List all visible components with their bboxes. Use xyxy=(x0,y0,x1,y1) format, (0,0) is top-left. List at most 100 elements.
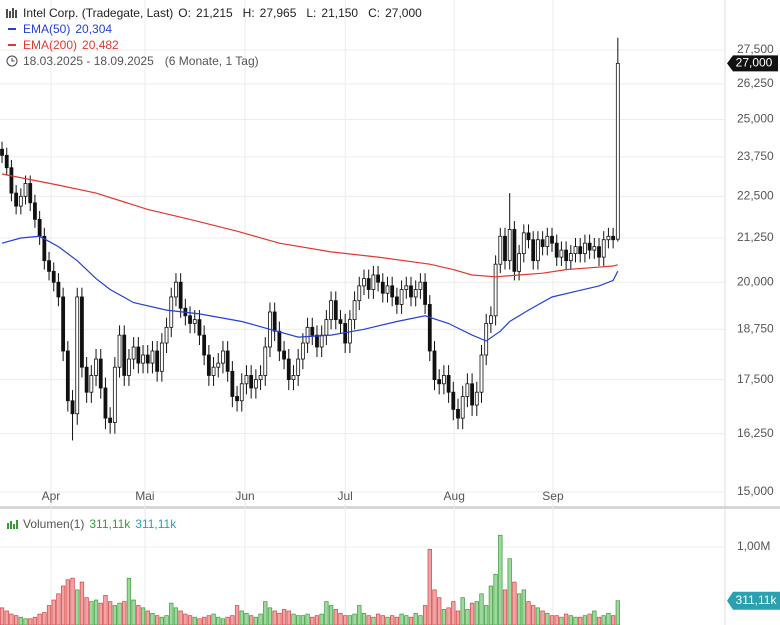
candle-body xyxy=(221,350,225,364)
legend-value: 20,304 xyxy=(75,22,113,36)
candle-body xyxy=(202,334,207,356)
candle-body xyxy=(84,366,89,393)
candle-body xyxy=(437,379,442,385)
candle-body xyxy=(446,375,451,393)
volume-bar xyxy=(413,612,418,625)
volume-bar xyxy=(0,607,5,625)
volume-bar xyxy=(183,613,188,625)
ohlc: O: 21,215 H: 27,965 L: 21,150 C: 27,000 xyxy=(178,6,422,20)
y-tick-label: 22,500 xyxy=(737,188,774,202)
candle-body xyxy=(155,350,160,372)
candle-body xyxy=(601,239,606,258)
volume-bar xyxy=(338,612,343,625)
volume-bar xyxy=(460,597,465,625)
candle-body xyxy=(65,350,70,402)
y-tick-label: 27,500 xyxy=(737,42,774,56)
candle-body xyxy=(47,260,51,272)
candle-body xyxy=(479,354,484,393)
candle-body xyxy=(357,285,362,302)
volume-bar xyxy=(479,593,484,625)
volume-bar xyxy=(79,581,85,625)
volume-bar xyxy=(281,609,287,625)
candle-body xyxy=(159,342,164,372)
volume-bar xyxy=(610,615,616,625)
candle-body xyxy=(394,296,399,305)
candle-body xyxy=(249,375,254,389)
volume-bar xyxy=(390,615,395,625)
candle-body xyxy=(371,274,376,290)
volume-bar xyxy=(112,605,117,625)
volume-bar xyxy=(267,607,273,625)
candle-body xyxy=(376,274,380,283)
volume-bar xyxy=(559,616,564,625)
volume-bar xyxy=(253,616,259,625)
chart-icon xyxy=(6,8,17,18)
volume-bar xyxy=(451,601,456,625)
volume-bar xyxy=(578,616,583,625)
y-tick-label: 16,250 xyxy=(737,426,774,440)
volume-bar xyxy=(192,616,197,625)
candle-body xyxy=(188,315,192,324)
volume-bar xyxy=(446,607,451,625)
candle-body xyxy=(145,354,150,364)
volume-bar xyxy=(540,610,545,625)
volume-bar xyxy=(32,616,38,625)
volume-bar xyxy=(56,593,61,625)
volume-bar xyxy=(474,601,479,625)
candle-body xyxy=(583,242,587,255)
volume-bar xyxy=(136,605,141,625)
volume-bar xyxy=(272,610,277,625)
candle-body xyxy=(9,167,14,194)
candle-body xyxy=(112,366,117,423)
ohlc-label: O: xyxy=(178,6,191,20)
axis-panel xyxy=(725,0,780,625)
candle-body xyxy=(136,346,141,364)
volume-bar xyxy=(225,616,230,625)
candle-body xyxy=(564,249,569,262)
candle-body xyxy=(521,232,526,255)
y-tick-label: 15,000 xyxy=(737,484,774,498)
candle-body xyxy=(141,354,145,364)
candle-body xyxy=(258,375,263,381)
volume-bar xyxy=(324,601,329,625)
volume-bar xyxy=(469,602,475,625)
candle-body xyxy=(536,239,540,262)
volume-bar xyxy=(615,600,620,625)
volume-bar xyxy=(164,615,169,625)
candle-body xyxy=(611,235,616,241)
volume-bar xyxy=(563,613,569,625)
volume-bar xyxy=(568,615,573,625)
volume-bar xyxy=(70,577,75,625)
volume-bar xyxy=(249,615,254,625)
candle-body xyxy=(507,229,512,262)
volume-bar xyxy=(507,558,512,625)
volume-bar xyxy=(592,610,597,625)
price-marker xyxy=(727,55,778,72)
volume-bar xyxy=(263,601,268,625)
candle-body xyxy=(390,285,395,298)
volume-bar xyxy=(521,589,526,625)
volume-bar xyxy=(216,616,221,625)
ohlc-value: 21,215 xyxy=(195,6,233,20)
candle-body xyxy=(192,319,197,324)
y-tick-label: 18,750 xyxy=(737,321,774,335)
candle-body xyxy=(61,296,66,352)
y-tick-label: 21,250 xyxy=(737,230,774,244)
volume-bar xyxy=(404,615,409,625)
volume-bar xyxy=(145,610,150,625)
volume-bar xyxy=(239,610,244,625)
ohlc-value: 27,000 xyxy=(385,6,422,20)
volume-bar xyxy=(606,612,611,625)
candle-body xyxy=(498,235,503,265)
candle-body xyxy=(441,375,446,385)
volume-bar xyxy=(84,597,89,625)
panel-separator xyxy=(0,506,780,509)
candle-body xyxy=(413,289,418,298)
candle-body xyxy=(531,239,536,262)
volume-bar xyxy=(178,610,183,625)
candle-body xyxy=(0,148,4,156)
volume-bar xyxy=(601,615,606,625)
volume-bar xyxy=(4,610,9,625)
candle-body xyxy=(174,281,178,298)
